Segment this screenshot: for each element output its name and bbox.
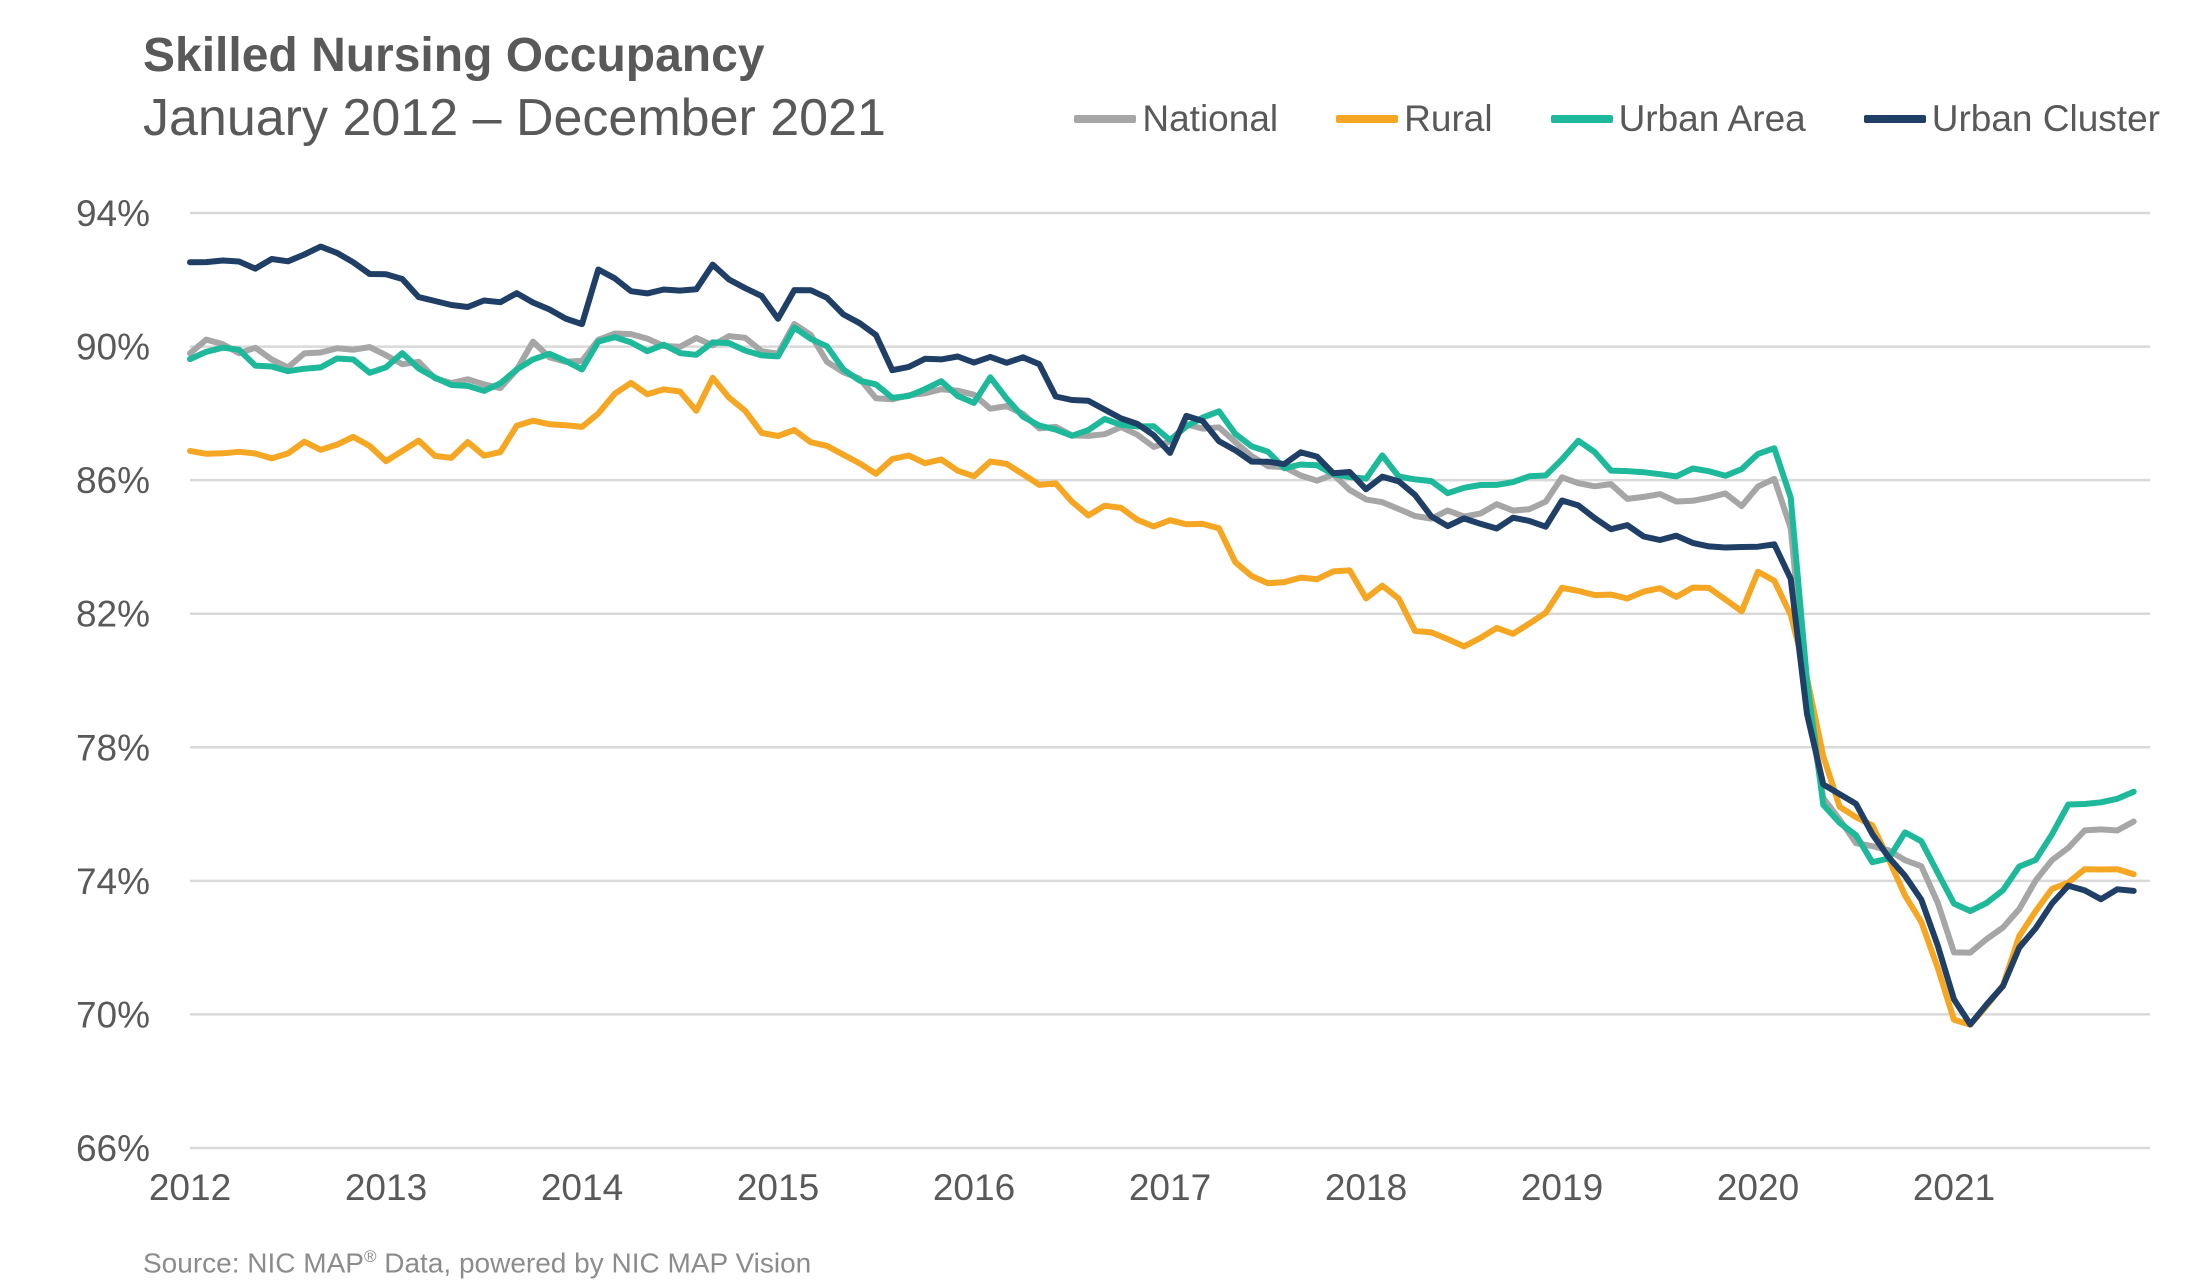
legend: National Rural Urban Area Urban Cluster [1074, 98, 2160, 140]
x-tick-label: 2018 [1325, 1167, 1407, 1208]
y-tick-label: 74% [76, 861, 150, 902]
x-axis: 2012 2013 2014 2015 2016 2017 2018 2019 2020 2021 [149, 1167, 1995, 1208]
source-suffix: Data, powered by NIC MAP Vision [376, 1247, 812, 1279]
legend-item-national: National [1074, 98, 1278, 140]
x-tick-label: 2015 [737, 1167, 819, 1208]
x-tick-label: 2013 [345, 1167, 427, 1208]
source-registered-mark: ® [363, 1247, 377, 1266]
y-axis: 94% 90% 86% 82% 78% 74% 70% 66% [76, 193, 150, 1169]
x-tick-label: 2016 [933, 1167, 1015, 1208]
gridlines [190, 211, 2150, 1150]
series-line-rural [187, 374, 2137, 1028]
legend-item-urban-area: Urban Area [1550, 98, 1806, 140]
x-tick-label: 2014 [541, 1167, 623, 1208]
legend-swatch-urban-cluster [1863, 115, 1926, 123]
legend-swatch-urban-area [1550, 115, 1613, 123]
legend-label-rural: Rural [1404, 98, 1493, 139]
x-tick-label: 2012 [149, 1167, 231, 1208]
series-line-urban-cluster [187, 243, 2137, 1028]
legend-label-urban-cluster: Urban Cluster [1931, 98, 2160, 139]
y-tick-label: 82% [76, 594, 150, 635]
y-tick-label: 66% [76, 1128, 150, 1169]
y-tick-label: 78% [76, 727, 150, 768]
legend-item-urban-cluster: Urban Cluster [1863, 98, 2160, 140]
x-tick-label: 2021 [1913, 1167, 1995, 1208]
series-line-national [187, 321, 2137, 956]
x-tick-label: 2019 [1521, 1167, 1603, 1208]
legend-item-rural: Rural [1336, 98, 1493, 140]
x-tick-label: 2020 [1717, 1167, 1799, 1208]
chart-subtitle: January 2012 – December 2021 [143, 89, 886, 147]
chart-title: Skilled Nursing Occupancy [143, 29, 765, 82]
legend-label-national: National [1142, 98, 1279, 139]
legend-swatch-rural [1336, 115, 1399, 123]
series-line-urban-area [187, 324, 2137, 914]
y-tick-label: 90% [76, 327, 150, 368]
source-prefix: Source: NIC MAP [143, 1247, 364, 1279]
legend-swatch-national [1074, 115, 1137, 123]
source-note: Source: NIC MAP® Data, powered by NIC MA… [143, 1247, 811, 1279]
y-tick-label: 94% [76, 193, 150, 234]
series-lines [187, 243, 2137, 1028]
legend-label-urban-area: Urban Area [1618, 98, 1806, 139]
y-tick-label: 86% [76, 460, 150, 501]
y-tick-label: 70% [76, 994, 150, 1035]
x-tick-label: 2017 [1129, 1167, 1211, 1208]
